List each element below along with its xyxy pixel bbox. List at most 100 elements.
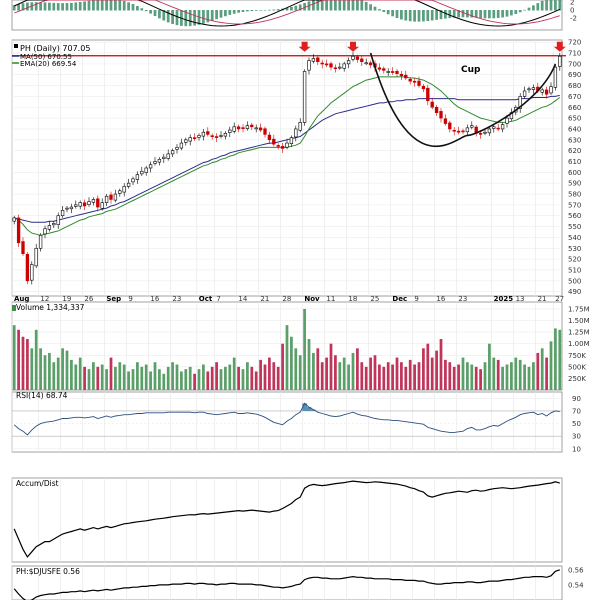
- price-tick-label: 660: [568, 104, 581, 112]
- volume-bar: [105, 369, 108, 390]
- volume-bar: [492, 357, 496, 390]
- macd-histogram-bar: [505, 10, 509, 17]
- volume-bar: [127, 371, 130, 390]
- volume-bar: [74, 364, 78, 390]
- price-tick-label: 650: [568, 115, 581, 123]
- volume-bar: [188, 366, 192, 390]
- macd-histogram-bar: [364, 1, 368, 11]
- volume-bar: [479, 369, 482, 390]
- volume-bar: [39, 348, 42, 390]
- candle-body: [540, 89, 544, 93]
- candle-body: [100, 202, 104, 209]
- macd-histogram-bar: [162, 10, 166, 21]
- x-tick-label: Oct: [199, 295, 213, 303]
- macd-histogram-bar: [457, 10, 460, 18]
- volume-bar: [290, 336, 293, 390]
- macd-histogram-bar: [408, 10, 412, 22]
- volume-tick-label: 1.25M: [568, 329, 590, 337]
- macd-histogram-bar: [391, 10, 394, 17]
- price-legend: PH (Daily) 707.05 MA(50) 670.55 EMA(20) …: [12, 44, 90, 68]
- x-tick-label: 7: [216, 295, 220, 303]
- volume-bar: [312, 352, 315, 390]
- volume-bar: [219, 369, 223, 390]
- volume-bar: [325, 357, 328, 390]
- candle-body: [492, 126, 496, 129]
- candle-body: [439, 111, 443, 119]
- macd-histogram-bar: [298, 4, 302, 11]
- macd-histogram-bar: [554, 0, 557, 11]
- volume-bar: [496, 359, 500, 390]
- candle-body: [395, 70, 399, 74]
- candle-body: [404, 74, 408, 79]
- volume-bar: [246, 362, 249, 390]
- candle-body: [52, 223, 56, 226]
- volume-bar: [65, 350, 69, 390]
- macd-histogram-bar: [514, 10, 518, 14]
- macd-line: [13, 0, 561, 27]
- candle-body: [487, 128, 492, 134]
- macd-histogram-bar: [210, 10, 214, 21]
- volume-bar: [514, 357, 518, 390]
- volume-bar: [395, 357, 399, 390]
- macd-histogram-bar: [395, 10, 399, 19]
- volume-bar: [237, 366, 240, 390]
- price-tick-label: 500: [568, 277, 581, 285]
- macd-histogram-bar: [338, 0, 342, 11]
- symbol-label: PH (Daily) 707.05: [20, 44, 90, 53]
- candle-body: [368, 62, 373, 66]
- candle-body: [272, 138, 276, 145]
- volume-bar: [285, 325, 289, 390]
- volume-bar: [347, 364, 350, 390]
- candle-body: [250, 124, 254, 128]
- candle-body: [236, 126, 241, 130]
- volume-bar: [100, 364, 104, 390]
- candle-body: [245, 125, 250, 129]
- price-tick-label: 720: [568, 39, 581, 47]
- volume-bar: [26, 339, 29, 390]
- candle-body: [285, 142, 289, 148]
- candle-body: [351, 55, 355, 60]
- candle-body: [276, 145, 280, 147]
- candle-body: [153, 161, 157, 164]
- x-tick-label: Sep: [106, 295, 121, 303]
- price-panel: [12, 41, 566, 285]
- candle-body: [219, 135, 223, 137]
- volume-bar: [193, 373, 196, 390]
- volume-bar: [413, 364, 416, 390]
- macd-histogram-bar: [474, 10, 478, 18]
- x-tick-label: Aug: [14, 295, 29, 303]
- macd-tick-label: 2: [570, 0, 574, 7]
- candle-body: [201, 131, 206, 137]
- macd-histogram-bar: [127, 2, 130, 11]
- candle-body: [65, 207, 69, 210]
- candle-body: [267, 134, 272, 141]
- volume-bar: [241, 369, 245, 390]
- macd-histogram-bar: [417, 10, 421, 22]
- volume-bar: [457, 364, 460, 390]
- macd-histogram-bar: [444, 10, 447, 19]
- candle-body: [558, 55, 562, 67]
- volume-bar: [378, 364, 381, 390]
- macd-histogram-bar: [206, 10, 210, 23]
- macd-histogram-bar: [558, 0, 562, 11]
- symbol-swatch: [14, 44, 18, 48]
- x-tick-label: Nov: [304, 295, 320, 303]
- volume-bar: [56, 357, 60, 390]
- macd-histogram-bar: [496, 10, 500, 18]
- volume-bar: [131, 369, 135, 390]
- candle-body: [206, 131, 210, 135]
- macd-histogram-bar: [285, 7, 289, 11]
- macd-histogram-bar: [241, 10, 245, 12]
- candle-body: [421, 85, 426, 90]
- macd-histogram-bar: [492, 10, 496, 19]
- x-tick-label: 23: [458, 295, 467, 303]
- macd-histogram-bar: [65, 3, 69, 11]
- candle-body: [302, 71, 307, 123]
- volume-bar: [215, 362, 218, 390]
- macd-histogram-bar: [272, 9, 276, 11]
- candle-body: [122, 186, 126, 193]
- macd-histogram-bar: [378, 9, 381, 11]
- macd-histogram-bar: [294, 5, 298, 11]
- price-tick-label: 570: [568, 201, 581, 209]
- volume-bar: [422, 348, 425, 390]
